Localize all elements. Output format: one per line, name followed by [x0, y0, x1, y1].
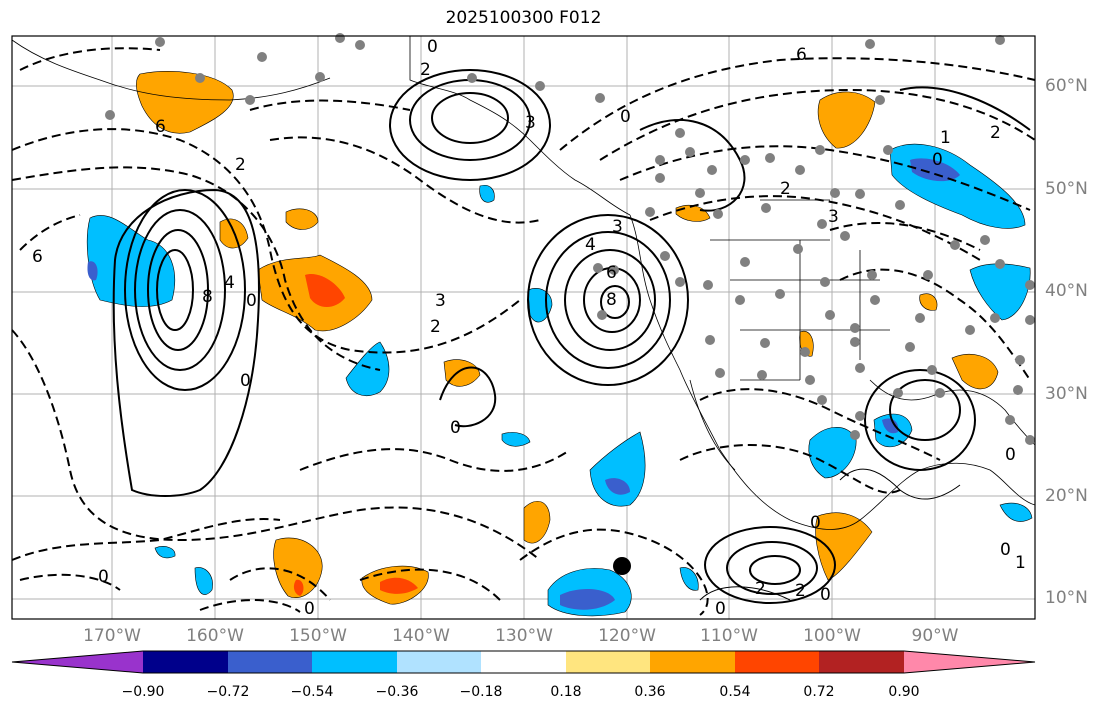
contour-label: 3 [525, 113, 536, 133]
map-area: 0 2 3 0 6 0 1 2 2 6 8 4 0 3 2 3 4 6 8 0 … [11, 33, 1036, 620]
contour-label: 0 [932, 150, 943, 170]
contour-label: 2 [235, 155, 246, 175]
contour-label: 0 [1005, 445, 1016, 465]
lon-label: 90°W [911, 626, 959, 646]
lon-label: 150°W [289, 626, 347, 646]
colorbar-extend-max [904, 651, 1035, 673]
colorbar-segment [566, 651, 650, 673]
contour-label: 4 [585, 235, 596, 255]
lat-label: 10°N [1045, 588, 1088, 608]
contour-label: 6 [32, 247, 43, 267]
colorbar-segment [481, 651, 566, 673]
coastlines [11, 36, 1036, 530]
contour-label: 0 [427, 37, 438, 57]
colorbar-extend-min [12, 651, 143, 673]
contour-label: 0 [240, 371, 251, 391]
colorbar-tick-label: −0.72 [206, 684, 250, 700]
positive-anomaly-fills [136, 71, 999, 605]
contour-label: 2 [795, 581, 806, 601]
colorbar-tick-label: 0.90 [888, 684, 920, 700]
contour-label: 0 [1000, 540, 1011, 560]
contour-label: 0 [715, 599, 726, 619]
contour-label: 3 [435, 291, 446, 311]
solid-contours [112, 69, 1031, 604]
dashed-contours [11, 47, 1036, 616]
contour-label: 0 [304, 599, 315, 619]
contour-label: 0 [620, 107, 631, 127]
colorbar-tick-label: 0.18 [550, 684, 582, 700]
colorbar-segment [819, 651, 904, 673]
contour-labels: 0 2 3 0 6 0 1 2 2 6 8 4 0 3 2 3 4 6 8 0 … [32, 37, 1026, 619]
lon-label: 170°W [83, 626, 141, 646]
colorbar-segment [228, 651, 312, 673]
colorbar-tick-label: 0.72 [803, 684, 835, 700]
contour-label: 0 [246, 291, 257, 311]
colorbar-tick-label: 0.54 [719, 684, 751, 700]
contour-label: 4 [224, 273, 235, 293]
thin-contours [699, 468, 961, 601]
colorbar-tick-label: −0.18 [459, 684, 503, 700]
lat-label: 60°N [1045, 76, 1088, 96]
colorbar-segment [650, 651, 735, 673]
colorbar-segment [735, 651, 819, 673]
colorbar-segment [312, 651, 397, 673]
contour-label: 0 [810, 513, 821, 533]
lon-label: 160°W [186, 626, 244, 646]
lon-label: 140°W [392, 626, 450, 646]
colorbar-tick-label: 0.36 [634, 684, 666, 700]
contour-label: 0 [98, 567, 109, 587]
colorbar-tick-label: −0.54 [290, 684, 334, 700]
colorbar-tick-label: −0.36 [375, 684, 419, 700]
lat-label: 20°N [1045, 486, 1088, 506]
colorbar [11, 650, 1036, 674]
contour-label: 6 [796, 45, 807, 65]
contour-label: 2 [990, 123, 1001, 143]
contour-label: 3 [612, 217, 623, 237]
contour-label: 1 [1015, 553, 1026, 573]
lon-label: 130°W [495, 626, 553, 646]
map-title: 2025100300 F012 [445, 8, 602, 28]
lat-label: 50°N [1045, 179, 1088, 199]
station-dots [105, 33, 1035, 445]
lon-label: 110°W [700, 626, 758, 646]
contour-label: 2 [420, 60, 431, 80]
contour-label: 6 [155, 117, 166, 137]
strong-positive-fills [293, 274, 418, 596]
contour-label: 0 [450, 418, 461, 438]
graticule [12, 36, 1035, 619]
contour-label: 6 [606, 263, 617, 283]
lon-label: 120°W [598, 626, 656, 646]
contour-label: 1 [940, 128, 951, 148]
contour-label: 3 [828, 207, 839, 227]
colorbar-outline [11, 650, 1036, 674]
contour-label: 2 [430, 317, 441, 337]
colorbar-segment [143, 651, 228, 673]
location-marker [613, 557, 631, 575]
lat-label: 40°N [1045, 281, 1088, 301]
contour-label: 2 [755, 579, 766, 599]
colorbar-tick-label: −0.90 [121, 684, 165, 700]
contour-label: 8 [606, 290, 617, 310]
contour-label: 2 [780, 179, 791, 199]
strong-negative-fills [87, 158, 960, 610]
contour-label: 0 [820, 585, 831, 605]
lon-label: 100°W [803, 626, 861, 646]
colorbar-segment [397, 651, 481, 673]
lat-label: 30°N [1045, 384, 1088, 404]
contour-label: 8 [202, 287, 213, 307]
map-frame [11, 35, 1036, 620]
